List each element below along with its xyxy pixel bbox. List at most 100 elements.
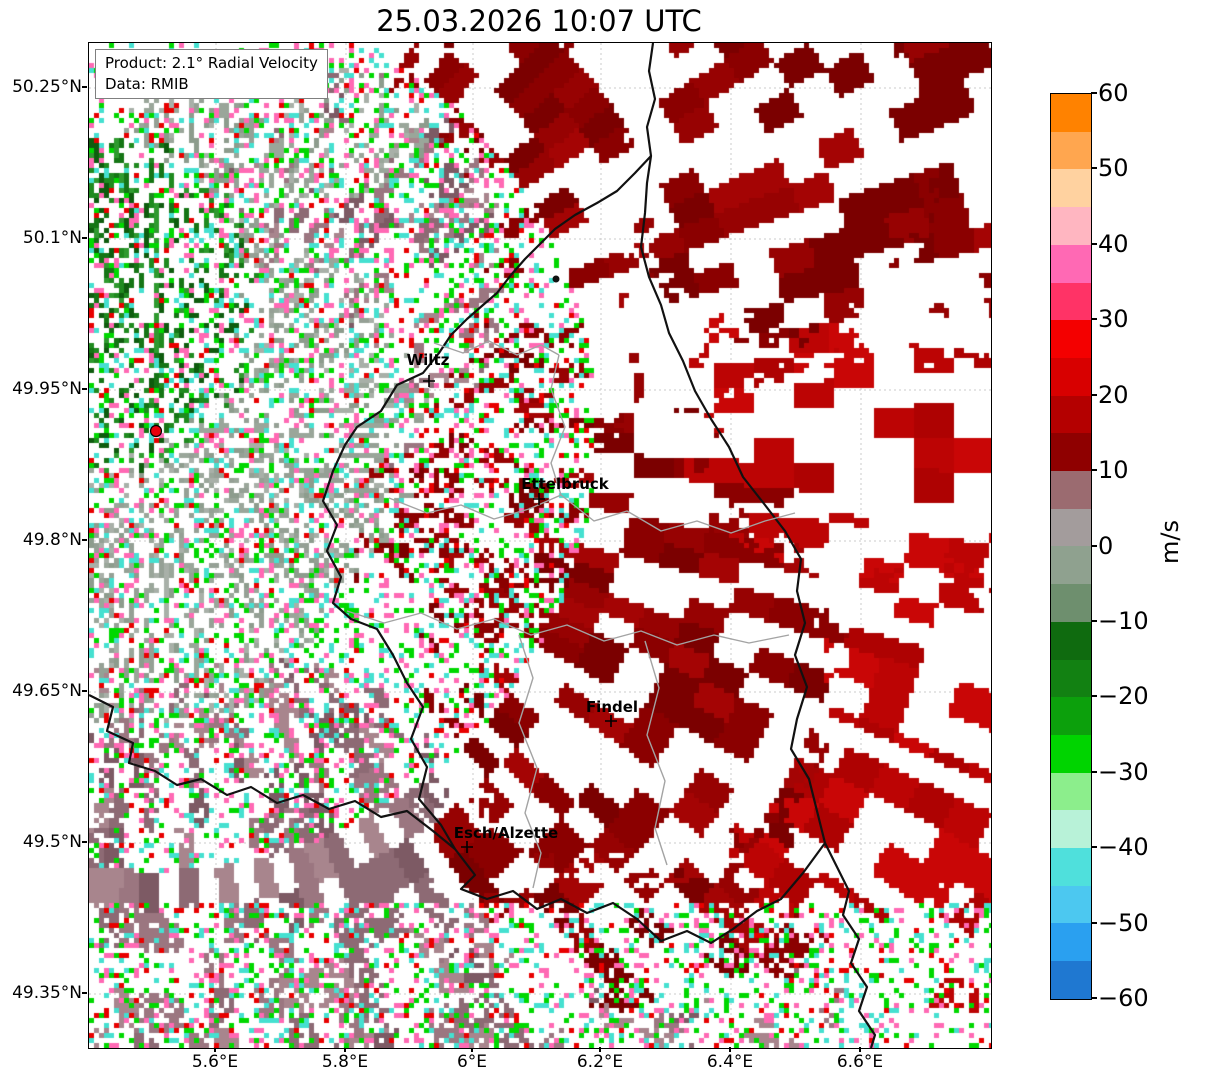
colorbar-tick-mark [1091, 846, 1097, 849]
info-box: Product: 2.1° Radial Velocity Data: RMIB [95, 49, 328, 99]
colorbar-tick-mark [1091, 242, 1097, 245]
city-marker-icon [423, 375, 435, 387]
colorbar-tick-label: −60 [1098, 984, 1149, 1012]
y-axis-tick-label: 49.95°N [12, 379, 82, 399]
colorbar-tick-label: −20 [1098, 682, 1149, 711]
colorbar-segment [1051, 395, 1091, 434]
colorbar-segment [1051, 772, 1091, 811]
colorbar-segment [1051, 508, 1091, 547]
colorbar-tick-label: 0 [1098, 531, 1114, 560]
colorbar-tick-mark [1091, 695, 1097, 698]
colorbar-tick-mark [1091, 921, 1097, 924]
colorbar-segment [1051, 848, 1091, 886]
colorbar-tick-label: 50 [1098, 154, 1129, 183]
y-axis-tick-mark [82, 86, 87, 88]
y-axis-tick-label: 49.5°N [22, 832, 82, 852]
colorbar [1050, 93, 1092, 1000]
colorbar-tick-label: 40 [1098, 229, 1129, 258]
colorbar-segment [1051, 923, 1091, 962]
colorbar-tick-label: −40 [1098, 833, 1149, 862]
y-axis-tick-mark [82, 841, 87, 843]
x-axis-tick-label: 6.6°E [836, 1052, 884, 1072]
colorbar-segment [1051, 282, 1091, 321]
colorbar-segment [1051, 734, 1091, 773]
city-label: Wiltz [407, 351, 450, 369]
colorbar-segment [1051, 471, 1091, 509]
city-label: Findel [586, 698, 638, 716]
y-axis-tick-mark [82, 388, 87, 390]
border-north-path [645, 43, 657, 157]
y-axis-tick-mark [82, 690, 87, 692]
colorbar-segment [1051, 584, 1091, 622]
colorbar-segment [1051, 961, 1091, 999]
colorbar-segment [1051, 697, 1091, 735]
colorbar-tick-label: 60 [1098, 79, 1129, 107]
colorbar-tick-mark [1091, 469, 1097, 472]
colorbar-segment [1051, 94, 1091, 132]
colorbar-segment [1051, 320, 1091, 358]
figure-title: 25.03.2026 10:07 UTC [376, 4, 702, 38]
colorbar-segment [1051, 207, 1091, 245]
colorbar-tick-mark [1091, 997, 1097, 999]
x-axis-tick-mark [859, 1047, 861, 1052]
border-southeast-path [824, 842, 877, 1048]
colorbar-segment [1051, 244, 1091, 283]
district-border-paths [346, 340, 796, 889]
colorbar-tick-mark [1091, 167, 1097, 170]
x-axis-tick-label: 5.8°E [321, 1052, 369, 1072]
colorbar-tick-label: −10 [1098, 606, 1149, 635]
colorbar-tick-label: 20 [1098, 380, 1129, 409]
colorbar-segment [1051, 621, 1091, 660]
country-border-path [321, 154, 827, 945]
info-source-line: Data: RMIB [105, 75, 189, 93]
x-axis-tick-mark [729, 1047, 731, 1052]
colorbar-tick-mark [1091, 544, 1097, 547]
y-axis-tick-label: 49.35°N [12, 983, 82, 1003]
city-marker-icon [605, 715, 617, 727]
x-axis-tick-label: 6°E [456, 1052, 488, 1072]
x-axis-tick-label: 5.6°E [191, 1052, 239, 1072]
y-axis-tick-mark [82, 539, 87, 541]
y-axis-tick-label: 50.1°N [22, 228, 82, 248]
city-label: Esch/Alzette [454, 824, 558, 842]
x-axis-tick-mark [599, 1047, 601, 1052]
map-overlay: Wiltz Ettelbruck Findel Esch/Alzette [89, 43, 877, 1048]
colorbar-tick-label: 10 [1098, 456, 1129, 485]
y-axis-tick-mark [82, 992, 87, 994]
info-product-line: Product: 2.1° Radial Velocity [105, 54, 318, 72]
colorbar-segment [1051, 885, 1091, 924]
x-axis-tick-mark [214, 1047, 216, 1052]
map-plot: Wiltz Ettelbruck Findel Esch/Alzette Produc… [88, 42, 992, 1049]
colorbar-tick-label: −30 [1098, 757, 1149, 786]
radar-canvas [89, 43, 991, 1048]
colorbar-tick-mark [1091, 393, 1097, 396]
colorbar-segment [1051, 357, 1091, 396]
colorbar-tick-mark [1091, 318, 1097, 321]
city-marker-icon [461, 841, 473, 853]
city-label: Ettelbruck [521, 475, 610, 493]
x-axis-tick-mark [344, 1047, 346, 1052]
border-town-marker [552, 275, 560, 283]
city-marker-icon [533, 493, 545, 505]
colorbar-segment [1051, 169, 1091, 208]
colorbar-segment [1051, 433, 1091, 472]
y-axis-tick-mark [82, 237, 87, 239]
x-axis-tick-label: 6.4°E [706, 1052, 754, 1072]
colorbar-tick-mark [1091, 619, 1097, 622]
x-axis-tick-label: 6.2°E [576, 1052, 624, 1072]
border-southwest-path [89, 694, 456, 850]
colorbar-tick-mark [1091, 770, 1097, 773]
y-axis-tick-label: 49.8°N [22, 530, 82, 550]
y-axis-tick-label: 49.65°N [12, 681, 82, 701]
x-axis-tick-mark [471, 1047, 473, 1052]
colorbar-tick-label: −50 [1098, 908, 1149, 937]
colorbar-tick-label: 30 [1098, 305, 1129, 334]
colorbar-tick-mark [1091, 92, 1097, 94]
colorbar-segment [1051, 810, 1091, 849]
colorbar-segment [1051, 131, 1091, 170]
colorbar-segment [1051, 659, 1091, 698]
y-axis-tick-label: 50.25°N [12, 77, 82, 97]
radar-site-marker [149, 424, 163, 438]
colorbar-segment [1051, 546, 1091, 585]
